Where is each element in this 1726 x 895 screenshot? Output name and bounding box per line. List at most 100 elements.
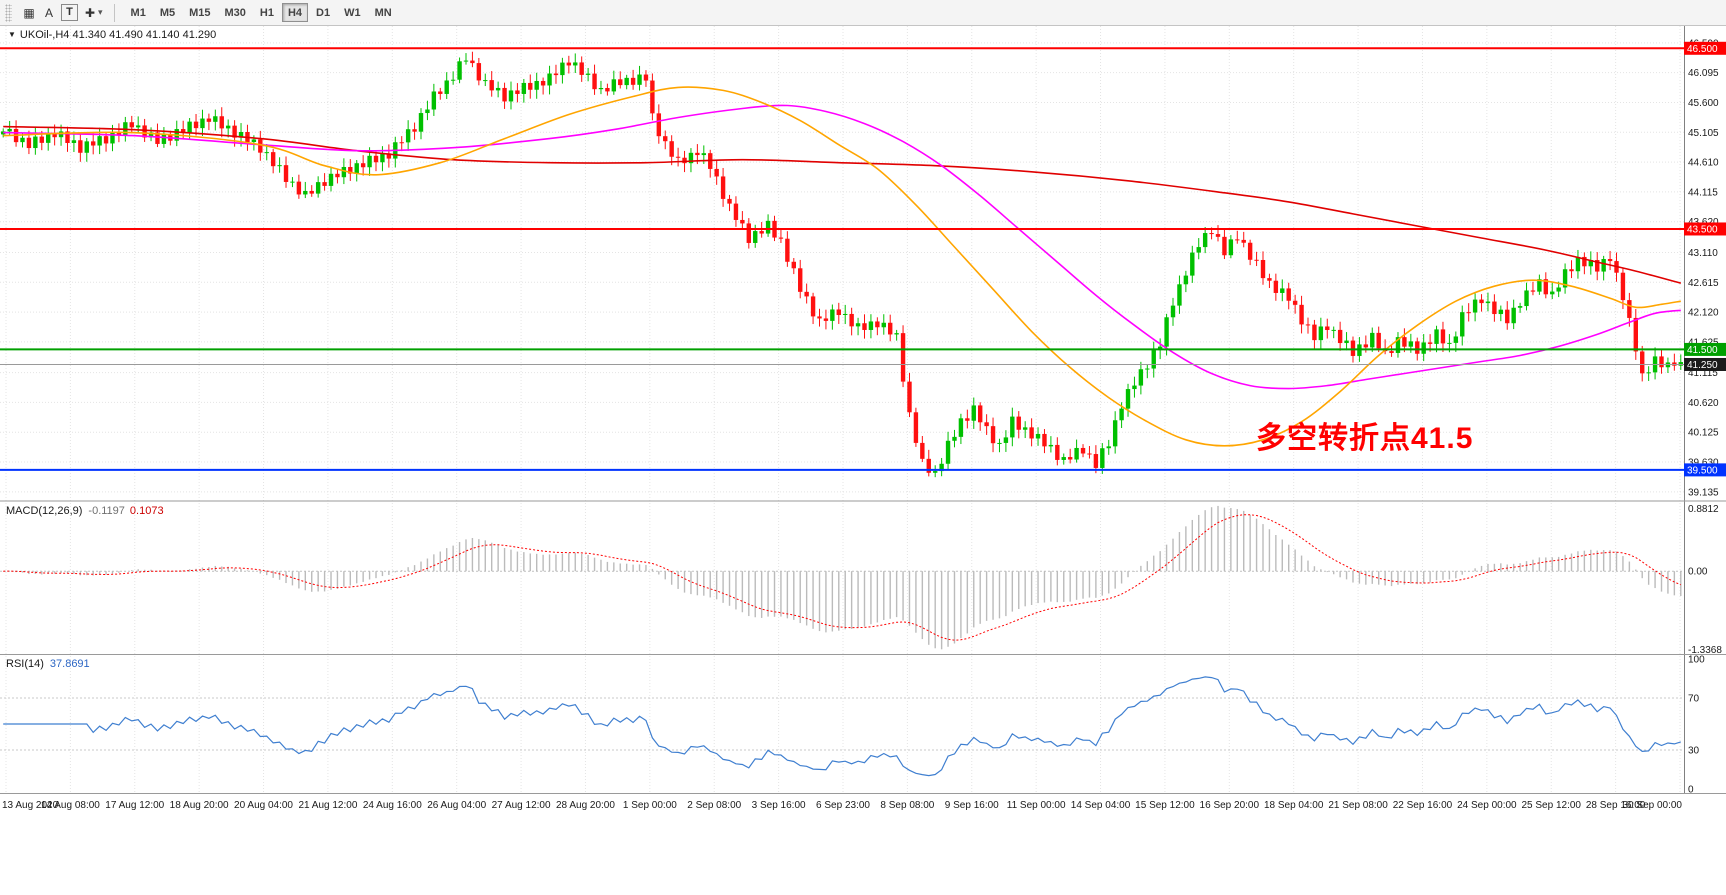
price-tag-46.500: 46.500 — [1684, 41, 1726, 55]
price-tag-39.500: 39.500 — [1684, 463, 1726, 477]
svg-text:24 Aug 16:00: 24 Aug 16:00 — [363, 800, 422, 811]
svg-text:-1.3368: -1.3368 — [1688, 645, 1722, 656]
chart-template-icon[interactable]: ▦ — [19, 3, 39, 23]
svg-text:0.8812: 0.8812 — [1688, 504, 1719, 515]
svg-text:41.115: 41.115 — [1688, 368, 1718, 379]
price-axis[interactable]: 46.59046.09545.60045.10544.61044.11543.6… — [1688, 38, 1719, 498]
svg-text:11 Sep 00:00: 11 Sep 00:00 — [1007, 800, 1066, 811]
price-tag-43.500: 43.500 — [1684, 222, 1726, 236]
ma-fast-orange-line — [3, 86, 1681, 447]
svg-text:40.620: 40.620 — [1688, 398, 1719, 409]
toolbar-separator — [113, 3, 115, 22]
svg-text:21 Aug 12:00: 21 Aug 12:00 — [298, 800, 357, 811]
svg-text:45.105: 45.105 — [1688, 128, 1719, 139]
symbol-ohlc-label: ▼ UKOil-,H4 41.340 41.490 41.140 41.290 — [8, 29, 216, 41]
timeframe-m15-button[interactable]: M15 — [183, 3, 216, 22]
price-tag-41.500: 41.500 — [1684, 342, 1726, 356]
svg-text:43.110: 43.110 — [1688, 248, 1718, 259]
toolbar-grip[interactable] — [5, 3, 12, 22]
symbol-ohlc-text: UKOil-,H4 41.340 41.490 41.140 41.290 — [19, 29, 217, 41]
svg-text:9 Sep 16:00: 9 Sep 16:00 — [945, 800, 999, 811]
gridlines — [0, 26, 1684, 793]
svg-text:13 Aug 2020: 13 Aug 2020 — [2, 800, 59, 811]
svg-text:25 Sep 12:00: 25 Sep 12:00 — [1521, 800, 1581, 811]
macd-signal-value: 0.1073 — [129, 505, 164, 517]
ma-slow-red-line — [3, 125, 1682, 284]
svg-text:39.630: 39.630 — [1688, 458, 1719, 469]
svg-text:20 Aug 04:00: 20 Aug 04:00 — [234, 800, 293, 811]
chart-region[interactable]: 46.59046.09545.60045.10544.61044.11543.6… — [0, 26, 1726, 895]
svg-text:46.500: 46.500 — [1687, 44, 1718, 55]
svg-text:30 Sep 00:00: 30 Sep 00:00 — [1623, 800, 1683, 811]
price-tag-41.250: 41.250 — [1684, 357, 1726, 371]
svg-text:100: 100 — [1688, 655, 1705, 666]
horizontal-lines — [0, 47, 1684, 471]
svg-text:21 Sep 08:00: 21 Sep 08:00 — [1328, 800, 1388, 811]
svg-text:41.500: 41.500 — [1687, 345, 1718, 356]
svg-text:41.250: 41.250 — [1687, 360, 1718, 371]
chart-annotation: 多空转折点41.5 — [1256, 422, 1474, 455]
svg-text:39.135: 39.135 — [1688, 487, 1719, 498]
macd-main-value: -0.1197 — [88, 505, 125, 517]
ma-medium-magenta-line — [3, 104, 1681, 390]
macd-histogram — [8, 505, 1682, 650]
svg-text:8 Sep 08:00: 8 Sep 08:00 — [880, 800, 934, 811]
timeframe-buttons: M1 M5 M15 M30 H1 H4 D1 W1 MN — [124, 3, 399, 22]
timeframe-mn-button[interactable]: MN — [369, 3, 398, 22]
svg-text:16 Sep 20:00: 16 Sep 20:00 — [1200, 800, 1260, 811]
label-tool-icon[interactable]: A — [39, 3, 59, 23]
rsi-line — [3, 676, 1681, 777]
rsi-indicator-label: RSI(14) 37.8691 — [6, 658, 90, 670]
svg-text:43.500: 43.500 — [1687, 224, 1718, 235]
svg-text:22 Sep 16:00: 22 Sep 16:00 — [1393, 800, 1453, 811]
svg-text:26 Aug 04:00: 26 Aug 04:00 — [427, 800, 486, 811]
svg-text:17 Aug 12:00: 17 Aug 12:00 — [105, 800, 164, 811]
svg-text:14 Aug 08:00: 14 Aug 08:00 — [41, 800, 100, 811]
svg-text:3 Sep 16:00: 3 Sep 16:00 — [752, 800, 806, 811]
timeframe-h1-button[interactable]: H1 — [254, 3, 280, 22]
svg-text:18 Sep 04:00: 18 Sep 04:00 — [1264, 800, 1324, 811]
dropdown-caret-icon[interactable]: ▾ — [98, 7, 103, 17]
svg-text:18 Aug 20:00: 18 Aug 20:00 — [170, 800, 229, 811]
svg-text:39.500: 39.500 — [1687, 465, 1718, 476]
svg-text:28 Sep 16:00: 28 Sep 16:00 — [1586, 800, 1646, 811]
timeframe-h4-button[interactable]: H4 — [281, 3, 309, 22]
timeframe-m1-button[interactable]: M1 — [125, 3, 152, 22]
svg-text:28 Aug 20:00: 28 Aug 20:00 — [556, 800, 615, 811]
timeframe-d1-button[interactable]: D1 — [310, 3, 336, 22]
svg-text:1 Sep 00:00: 1 Sep 00:00 — [623, 800, 677, 811]
svg-text:41.625: 41.625 — [1688, 337, 1719, 348]
rsi-title: RSI(14) — [6, 658, 44, 670]
text-tool-icon[interactable]: T — [61, 4, 78, 21]
timeframe-m5-button[interactable]: M5 — [154, 3, 181, 22]
timeframe-m30-button[interactable]: M30 — [219, 3, 252, 22]
svg-text:27 Aug 12:00: 27 Aug 12:00 — [492, 800, 551, 811]
svg-text:42.615: 42.615 — [1688, 278, 1719, 289]
svg-text:46.095: 46.095 — [1688, 68, 1719, 79]
svg-text:70: 70 — [1688, 694, 1700, 705]
svg-text:40.125: 40.125 — [1688, 428, 1719, 439]
rsi-value: 37.8691 — [49, 658, 90, 670]
svg-text:6 Sep 23:00: 6 Sep 23:00 — [816, 800, 870, 811]
macd-title: MACD(12,26,9) — [6, 505, 83, 517]
svg-text:15 Sep 12:00: 15 Sep 12:00 — [1135, 800, 1195, 811]
svg-text:2 Sep 08:00: 2 Sep 08:00 — [687, 800, 741, 811]
svg-text:44.115: 44.115 — [1688, 187, 1718, 198]
toolbar-icons: ▦ A T ✚ ▾ — [19, 3, 105, 23]
macd-indicator-label: MACD(12,26,9) -0.1197 0.1073 — [6, 505, 164, 517]
svg-text:30: 30 — [1688, 746, 1700, 757]
chart-canvas[interactable]: 46.59046.09545.60045.10544.61044.11543.6… — [0, 26, 1726, 895]
macd-signal-line — [3, 514, 1682, 641]
svg-text:0: 0 — [1688, 785, 1694, 796]
svg-text:14 Sep 04:00: 14 Sep 04:00 — [1071, 800, 1131, 811]
toolbar: ▦ A T ✚ ▾ M1 M5 M15 M30 H1 H4 D1 W1 MN — [0, 0, 1726, 26]
svg-text:24 Sep 00:00: 24 Sep 00:00 — [1457, 800, 1517, 811]
svg-text:45.600: 45.600 — [1688, 98, 1719, 109]
collapse-triangle-icon[interactable]: ▼ — [8, 30, 16, 39]
svg-text:0.00: 0.00 — [1688, 567, 1708, 578]
timeframe-w1-button[interactable]: W1 — [338, 3, 367, 22]
svg-text:44.610: 44.610 — [1688, 158, 1719, 169]
crosshair-tool-icon[interactable]: ✚ — [80, 3, 100, 23]
svg-text:42.120: 42.120 — [1688, 308, 1719, 319]
